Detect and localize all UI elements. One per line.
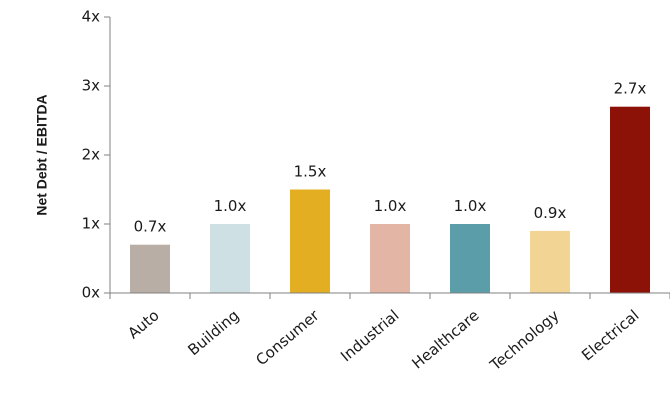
x-tick-label-technology: Technology xyxy=(486,306,563,375)
y-tick-label: 1x xyxy=(82,215,101,233)
y-axis-title: Net Debt / EBITDA xyxy=(34,94,50,215)
y-tick-label: 4x xyxy=(82,8,101,26)
x-tick-label-industrial: Industrial xyxy=(337,306,402,365)
x-axis-labels: Auto Building Consumer Industrial Healthcare… xyxy=(124,306,642,375)
x-tick-label-building: Building xyxy=(184,306,242,359)
data-label-consumer: 1.5x xyxy=(294,163,327,181)
bars-group xyxy=(130,106,650,293)
bar-technology xyxy=(530,230,570,293)
x-tick-label-consumer: Consumer xyxy=(252,306,323,369)
data-label-electrical: 2.7x xyxy=(614,80,647,98)
x-tick-label-auto: Auto xyxy=(124,306,162,342)
bar-consumer xyxy=(290,189,330,293)
bar-electrical xyxy=(610,106,650,293)
data-label-auto: 0.7x xyxy=(134,218,167,236)
y-tick-label: 0x xyxy=(82,284,101,302)
y-tick-label: 3x xyxy=(82,77,101,95)
bar-auto xyxy=(130,244,170,293)
x-tick-label-healthcare: Healthcare xyxy=(408,306,482,372)
x-tick-label-electrical: Electrical xyxy=(578,306,642,364)
data-label-industrial: 1.0x xyxy=(374,197,407,215)
y-axis-ticks: 0x 1x 2x 3x 4x xyxy=(82,8,670,302)
data-label-healthcare: 1.0x xyxy=(454,197,487,215)
data-label-technology: 0.9x xyxy=(534,204,567,222)
data-label-building: 1.0x xyxy=(214,197,247,215)
bar-building xyxy=(210,224,250,293)
bar-industrial xyxy=(370,224,410,293)
data-labels-group: 0.7x 1.0x 1.5x 1.0x 1.0x 0.9x 2.7x xyxy=(134,80,647,236)
bar-healthcare xyxy=(450,224,490,293)
y-tick-label: 2x xyxy=(82,146,101,164)
